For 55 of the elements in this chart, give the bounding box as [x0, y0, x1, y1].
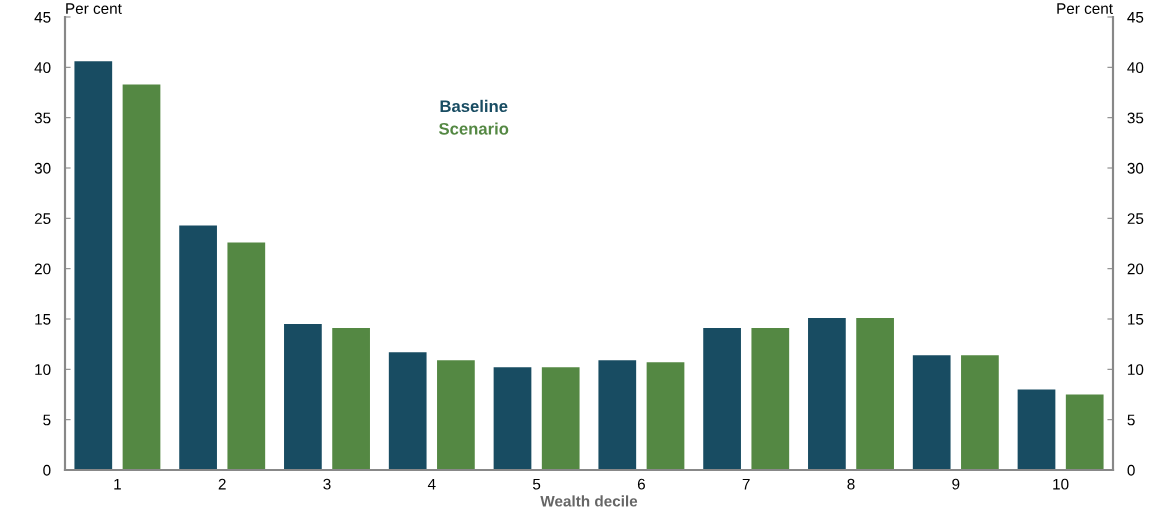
y2-tick-label: 5 — [1127, 414, 1135, 426]
y2-tick-label: 35 — [1127, 112, 1144, 124]
y-tick-label: 5 — [43, 414, 51, 426]
y-tick-label: 40 — [34, 62, 51, 74]
y-tick-label: 45 — [34, 12, 51, 23]
y-tick-label: 30 — [34, 162, 51, 174]
x-tick-label: 7 — [742, 478, 750, 490]
bar — [74, 61, 113, 470]
bar — [856, 317, 894, 470]
bar — [1065, 394, 1104, 470]
y2-tick-label: 30 — [1127, 162, 1144, 174]
y-tick-label: 35 — [34, 112, 51, 124]
y-tick-label: 10 — [35, 364, 51, 376]
y2-tick-label: 0 — [1127, 464, 1135, 476]
bar — [284, 324, 322, 470]
bar — [227, 242, 266, 470]
y-tick-label: 20 — [34, 263, 51, 275]
bar — [912, 355, 951, 470]
bar — [646, 362, 685, 470]
bar — [598, 360, 637, 470]
x-tick-label: 8 — [847, 478, 855, 490]
y-tick-label: 0 — [43, 464, 51, 476]
bar — [703, 328, 741, 470]
bar — [751, 328, 790, 470]
y2-tick-label: 25 — [1127, 213, 1144, 225]
y2-tick-label: 10 — [1128, 364, 1144, 376]
text: Scenario — [439, 122, 509, 135]
y2-tick-label: 15 — [1128, 314, 1144, 325]
bar — [388, 352, 427, 470]
y2-axis-title: Per cent — [1057, 3, 1113, 14]
y-axis-title: Per cent — [66, 3, 122, 14]
x-axis-title: Wealth decile — [540, 495, 638, 507]
bar — [493, 367, 532, 470]
bar — [961, 355, 999, 470]
bar — [437, 360, 475, 470]
x-tick-label: 1 — [114, 478, 121, 490]
x-tick-label: 3 — [323, 478, 331, 490]
x-tick-label: 10 — [1053, 478, 1069, 490]
y-tick-label: 25 — [34, 213, 51, 225]
bar — [1017, 389, 1056, 470]
y2-tick-label: 40 — [1127, 62, 1144, 74]
text: Baseline — [440, 99, 508, 113]
x-tick-label: 5 — [532, 478, 541, 490]
bar — [332, 328, 370, 470]
bar — [179, 225, 217, 470]
x-tick-label: 9 — [952, 478, 960, 490]
x-tick-label: 2 — [218, 478, 226, 490]
bar — [122, 84, 161, 470]
x-tick-label: 6 — [637, 478, 645, 490]
bar — [541, 367, 580, 470]
y2-tick-label: 45 — [1127, 12, 1144, 23]
y2-tick-label: 20 — [1127, 263, 1144, 275]
bar — [808, 317, 846, 470]
y-tick-label: 15 — [35, 314, 51, 325]
x-tick-label: 4 — [427, 478, 436, 490]
